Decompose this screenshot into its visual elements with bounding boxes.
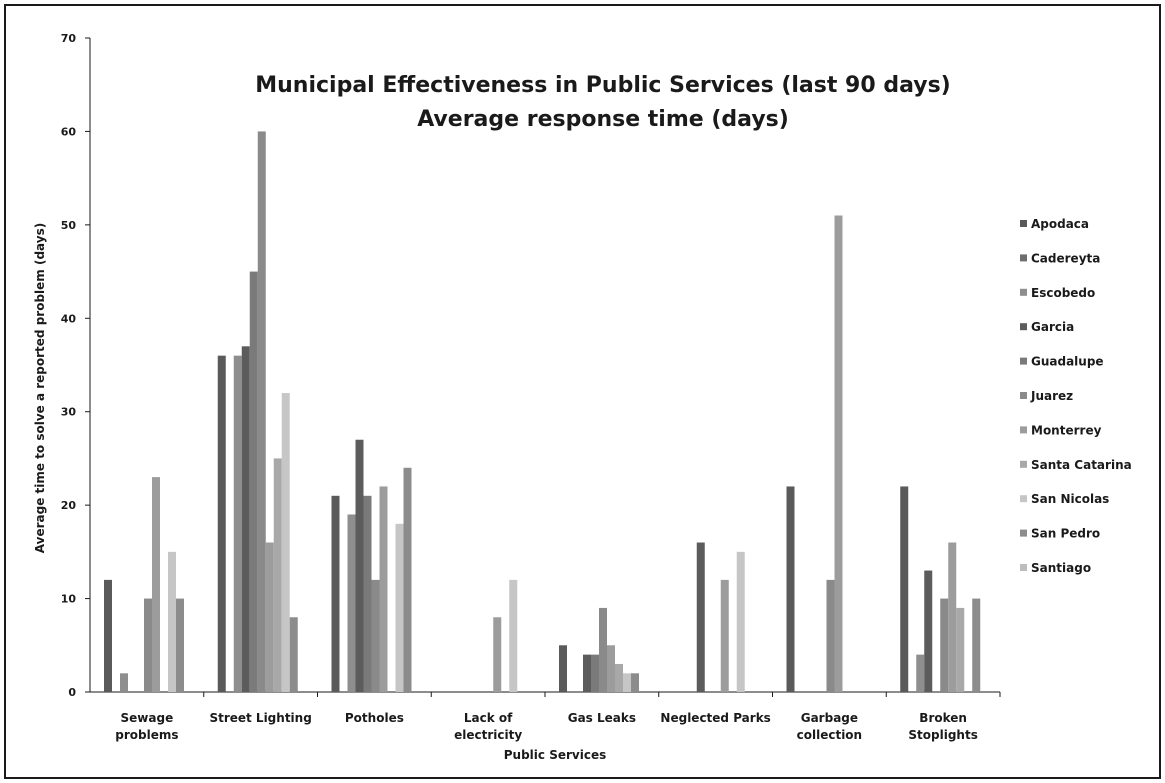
- legend-swatch: [1020, 460, 1027, 468]
- bar-guadalupe: [363, 495, 372, 692]
- bar-san-pedro: [176, 598, 184, 692]
- bar-san-nicolas: [509, 579, 518, 692]
- bar-monterrey: [265, 542, 274, 692]
- x-tick-labels: Sewage problems Street Lighting Potholes Lac…: [115, 711, 978, 742]
- bar-san-nicolas: [623, 673, 631, 692]
- legend-swatch: [1020, 254, 1027, 262]
- bar-monterrey: [720, 579, 729, 692]
- bar-escobedo: [347, 514, 356, 692]
- category-label: Lack of: [464, 711, 513, 725]
- legend-swatch: [1020, 564, 1027, 571]
- category-label: Broken: [919, 711, 967, 725]
- bar-san-pedro: [972, 598, 981, 692]
- bar-guadalupe: [591, 654, 599, 692]
- legend-swatch: [1020, 495, 1027, 503]
- bar-santa-catarina: [956, 607, 965, 692]
- bar-santa-catarina: [615, 663, 623, 692]
- bar-apodaca: [786, 486, 795, 692]
- bar-escobedo: [120, 673, 128, 692]
- y-tick-label: 50: [61, 219, 77, 232]
- legend-label: San Nicolas: [1031, 492, 1109, 506]
- bar-monterrey: [152, 477, 160, 692]
- category-label: Street Lighting: [209, 711, 311, 725]
- legend-label: San Pedro: [1031, 527, 1100, 541]
- bar-juarez: [257, 131, 266, 692]
- legend-label: Juarez: [1030, 389, 1073, 403]
- x-axis-title: Public Services: [504, 748, 606, 762]
- bar-san-pedro: [289, 617, 298, 692]
- y-tick-label: 30: [61, 406, 77, 419]
- legend-label: Monterrey: [1031, 423, 1102, 437]
- legend-label: Cadereyta: [1031, 251, 1100, 265]
- y-tick-label: 20: [61, 499, 77, 512]
- bar-garcia: [241, 346, 250, 692]
- bar-san-pedro: [631, 673, 639, 692]
- bar-monterrey: [948, 542, 957, 692]
- category-label: Garbage: [801, 711, 858, 725]
- chart-frame: [4, 4, 1161, 779]
- bar-san-nicolas: [395, 523, 404, 692]
- bar-escobedo: [233, 355, 242, 692]
- bar-garcia: [583, 654, 591, 692]
- category-label: Neglected Parks: [660, 711, 770, 725]
- bar-san-nicolas: [281, 393, 290, 692]
- bar-garcia: [696, 542, 705, 692]
- bar-garcia: [924, 570, 933, 692]
- bar-juarez: [144, 598, 152, 692]
- legend-swatch: [1020, 357, 1027, 365]
- bar-juarez: [371, 579, 380, 692]
- legend-swatch: [1020, 323, 1027, 331]
- axes: 0 10 20 30 40 50 60 70: [61, 32, 1001, 699]
- y-tick-label: 0: [68, 686, 76, 699]
- category-label: Sewage: [121, 711, 174, 725]
- bar-san-pedro: [403, 467, 412, 692]
- bar-monterrey: [379, 486, 388, 692]
- category-label: Potholes: [345, 711, 404, 725]
- bar-garcia: [355, 439, 364, 692]
- legend-label: Santiago: [1031, 561, 1091, 575]
- category-label: electricity: [454, 728, 522, 742]
- bar-juarez: [599, 607, 607, 692]
- y-axis-title: Average time to solve a reported problem…: [33, 223, 47, 553]
- legend-swatch: [1020, 288, 1027, 296]
- bars: [104, 131, 981, 692]
- bar-apodaca: [217, 355, 226, 692]
- bar-escobedo: [916, 654, 925, 692]
- bar-juarez: [940, 598, 949, 692]
- legend-swatch: [1020, 426, 1027, 434]
- legend-label: Escobedo: [1031, 286, 1095, 300]
- legend-swatch: [1020, 529, 1027, 537]
- legend-swatch: [1020, 220, 1027, 227]
- bar-santa-catarina: [273, 458, 282, 692]
- legend-label: Guadalupe: [1031, 355, 1104, 369]
- chart-title-line2: Average response time (days): [417, 107, 789, 132]
- y-tick-label: 70: [61, 32, 77, 45]
- bar-apodaca: [559, 645, 567, 692]
- chart-title-line1: Municipal Effectiveness in Public Servic…: [255, 73, 950, 98]
- legend-label: Garcia: [1031, 320, 1074, 334]
- bar-monterrey: [493, 617, 502, 692]
- bar-san-nicolas: [736, 551, 745, 692]
- bar-monterrey: [607, 645, 615, 692]
- category-label: Stoplights: [908, 728, 977, 742]
- legend-swatch: [1020, 392, 1027, 399]
- bar-guadalupe: [249, 271, 258, 692]
- category-label: Gas Leaks: [568, 711, 636, 725]
- legend-label: Apodaca: [1031, 217, 1089, 231]
- bar-apodaca: [331, 495, 340, 692]
- bar-juarez: [826, 579, 835, 692]
- legend-label: Santa Catarina: [1031, 458, 1132, 472]
- y-tick-label: 10: [61, 593, 77, 606]
- y-tick-label: 60: [61, 125, 77, 138]
- bar-san-nicolas: [168, 551, 176, 692]
- y-tick-label: 40: [61, 312, 77, 325]
- category-label: problems: [115, 728, 178, 742]
- bar-monterrey: [834, 215, 843, 692]
- bar-apodaca: [900, 486, 909, 692]
- category-label: collection: [797, 728, 862, 742]
- legend: Apodaca Cadereyta Escobedo Garcia Guadalupe J…: [1020, 217, 1132, 575]
- bar-apodaca: [104, 579, 112, 692]
